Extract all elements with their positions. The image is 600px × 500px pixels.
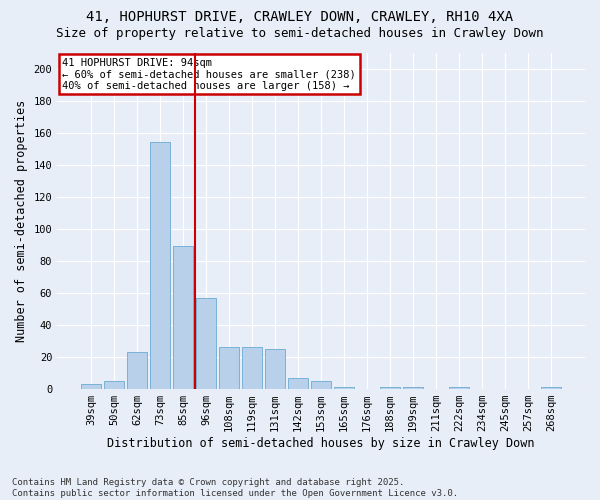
- Bar: [265, 349, 285, 389]
- Bar: [403, 388, 423, 389]
- Bar: [242, 348, 262, 389]
- Y-axis label: Number of semi-detached properties: Number of semi-detached properties: [15, 100, 28, 342]
- Bar: [127, 352, 147, 389]
- Text: 41 HOPHURST DRIVE: 94sqm
← 60% of semi-detached houses are smaller (238)
40% of : 41 HOPHURST DRIVE: 94sqm ← 60% of semi-d…: [62, 58, 356, 90]
- Bar: [81, 384, 101, 389]
- Bar: [219, 348, 239, 389]
- Bar: [541, 388, 561, 389]
- Bar: [311, 381, 331, 389]
- Bar: [196, 298, 216, 389]
- Bar: [288, 378, 308, 389]
- Bar: [449, 388, 469, 389]
- Text: Contains HM Land Registry data © Crown copyright and database right 2025.
Contai: Contains HM Land Registry data © Crown c…: [12, 478, 458, 498]
- Bar: [380, 388, 400, 389]
- Text: Size of property relative to semi-detached houses in Crawley Down: Size of property relative to semi-detach…: [56, 28, 544, 40]
- X-axis label: Distribution of semi-detached houses by size in Crawley Down: Distribution of semi-detached houses by …: [107, 437, 535, 450]
- Bar: [173, 246, 193, 389]
- Bar: [104, 381, 124, 389]
- Bar: [150, 142, 170, 389]
- Bar: [334, 388, 354, 389]
- Text: 41, HOPHURST DRIVE, CRAWLEY DOWN, CRAWLEY, RH10 4XA: 41, HOPHURST DRIVE, CRAWLEY DOWN, CRAWLE…: [86, 10, 514, 24]
